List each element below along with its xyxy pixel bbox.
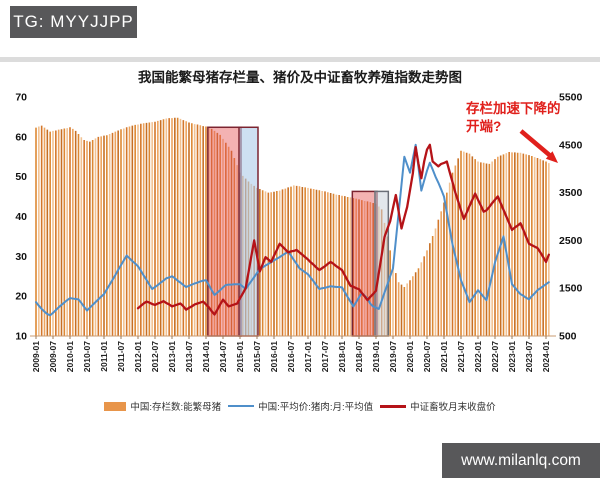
x-axis-label: 2009-07 <box>48 341 58 372</box>
right-axis-label: 4500 <box>559 139 583 151</box>
left-axis-label: 40 <box>15 211 27 223</box>
decline-annotation: 存栏加速下降的 开端? <box>466 100 596 135</box>
x-axis-label: 2016-01 <box>269 341 279 372</box>
decline-arrow-icon <box>519 129 558 163</box>
left-axis-label: 50 <box>15 171 27 183</box>
legend-swatch-bars <box>104 401 127 411</box>
highlight-region <box>374 190 390 337</box>
x-axis-label: 2021-07 <box>456 341 466 372</box>
x-axis-label: 2012-07 <box>150 341 160 372</box>
legend-label-csi-index: 中证畜牧月末收盘价 <box>410 402 496 413</box>
x-axis-label: 2018-07 <box>354 341 364 372</box>
x-axis-label: 2011-01 <box>99 341 109 372</box>
x-axis-label: 2010-07 <box>82 341 92 372</box>
legend-item-pork-price: 中国:平均价:猪肉:月:平均值 <box>228 399 373 413</box>
legend-item-csi-index: 中证畜牧月末收盘价 <box>380 399 496 413</box>
x-axis-label: 2011-07 <box>116 341 126 372</box>
right-axis-label: 1500 <box>559 283 583 295</box>
x-axis-label: 2016-07 <box>286 341 296 372</box>
legend-item-sow-inventory: 中国:存栏数:能繁母猪 <box>104 399 221 413</box>
telegram-badge-text: TG: MYYJJPP <box>13 12 134 31</box>
x-axis-label: 2018-01 <box>337 341 347 372</box>
left-axis-label: 70 <box>15 92 27 104</box>
annotation-line1: 存栏加速下降的 <box>466 101 561 116</box>
x-axis-label: 2020-07 <box>422 341 432 372</box>
x-axis-label: 2017-01 <box>303 341 313 372</box>
annotation-line2: 开端? <box>466 118 502 134</box>
left-axis-label: 30 <box>15 251 27 263</box>
x-axis-label: 2013-01 <box>167 341 177 372</box>
legend-label-pork-price: 中国:平均价:猪肉:月:平均值 <box>258 402 374 413</box>
csi-index-line <box>136 143 550 316</box>
x-axis-label: 2014-07 <box>218 341 228 372</box>
telegram-badge: TG: MYYJJPP <box>10 6 137 38</box>
right-axis-label: 5500 <box>559 92 583 104</box>
highlight-region <box>238 126 259 337</box>
site-watermark-text: www.milanlq.com <box>461 451 581 469</box>
legend-label-sow-inventory: 中国:存栏数:能繁母猪 <box>130 402 222 413</box>
highlight-region <box>351 190 378 337</box>
x-axis-label: 2023-01 <box>507 341 517 372</box>
site-watermark: www.milanlq.com <box>442 443 600 478</box>
x-axis-label: 2019-07 <box>388 341 398 372</box>
right-axis-label: 3500 <box>559 187 583 199</box>
pork-price-line <box>35 143 550 317</box>
x-axis-label: 2014-01 <box>201 341 211 372</box>
left-axis-label: 20 <box>15 291 27 303</box>
legend-swatch-pork-line <box>228 405 255 407</box>
right-axis-label: 2500 <box>559 235 583 247</box>
x-axis-label: 2022-01 <box>473 341 483 372</box>
x-axis-label: 2015-01 <box>235 341 245 372</box>
header-divider <box>0 57 600 62</box>
chart-title: 我国能繁母猪存栏量、猪价及中证畜牧养殖指数走势图 <box>138 70 462 85</box>
x-axis-label: 2013-07 <box>184 341 194 372</box>
right-axis-label: 500 <box>559 331 577 343</box>
x-axis-label: 2021-01 <box>439 341 449 372</box>
x-axis-label: 2015-07 <box>252 341 262 372</box>
x-axis-label: 2023-07 <box>524 341 534 372</box>
chart-legend: 中国:存栏数:能繁母猪 中国:平均价:猪肉:月:平均值 中证畜牧月末收盘价 <box>0 399 600 413</box>
x-axis-label: 2012-01 <box>133 341 143 372</box>
x-axis-label: 2020-01 <box>405 341 415 372</box>
x-axis-label: 2022-07 <box>490 341 500 372</box>
x-axis-label: 2010-01 <box>65 341 75 372</box>
left-axis-label: 10 <box>15 331 27 343</box>
left-axis-label: 60 <box>15 131 27 143</box>
x-axis-label: 2009-01 <box>31 341 41 372</box>
legend-swatch-csi-line <box>380 404 407 408</box>
x-axis-label: 2019-01 <box>371 341 381 372</box>
x-axis-label: 2024-01 <box>541 341 551 372</box>
x-axis-label: 2017-07 <box>320 341 330 372</box>
